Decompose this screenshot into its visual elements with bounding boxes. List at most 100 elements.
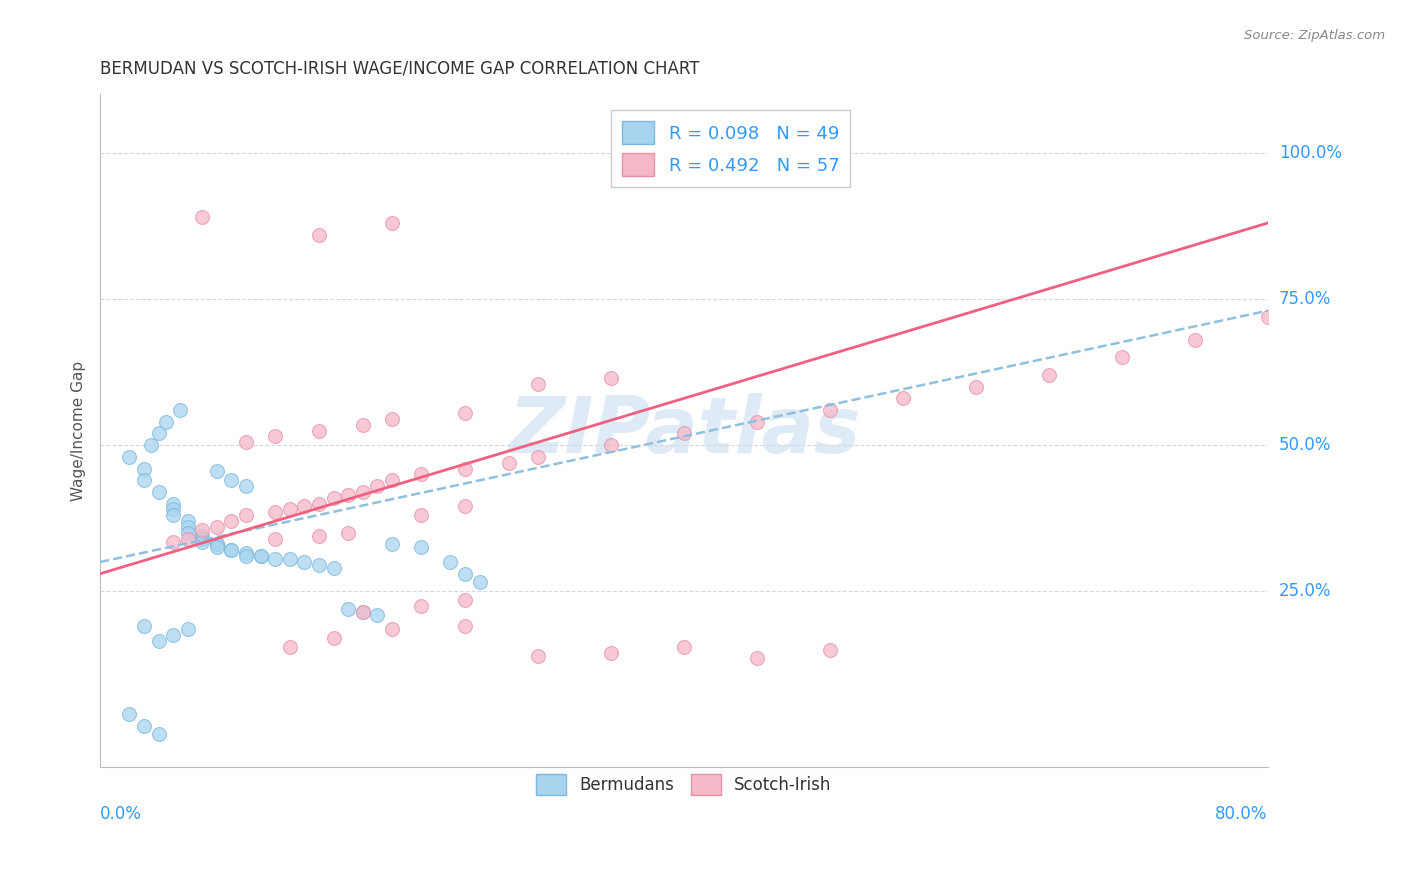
Point	[205, 537, 228, 551]
Point	[600, 646, 623, 660]
Point	[322, 631, 344, 645]
Point	[118, 706, 141, 721]
Point	[132, 473, 155, 487]
Point	[264, 532, 287, 546]
Point	[1184, 333, 1206, 347]
Text: 25.0%: 25.0%	[1279, 582, 1331, 600]
Point	[191, 534, 214, 549]
Point	[132, 719, 155, 733]
Point	[411, 541, 433, 555]
Point	[278, 502, 301, 516]
Point	[527, 648, 550, 663]
Point	[672, 426, 695, 441]
Point	[1111, 351, 1133, 365]
Point	[745, 651, 768, 665]
Point	[411, 599, 433, 613]
Text: 50.0%: 50.0%	[1279, 436, 1331, 454]
Point	[308, 529, 330, 543]
Point	[411, 467, 433, 482]
Point	[191, 532, 214, 546]
Point	[264, 552, 287, 566]
Point	[205, 541, 228, 555]
Point	[294, 500, 316, 514]
Point	[381, 216, 404, 230]
Point	[278, 552, 301, 566]
Point	[381, 473, 404, 487]
Point	[235, 549, 257, 564]
Point	[308, 558, 330, 572]
Point	[439, 555, 461, 569]
Point	[352, 605, 374, 619]
Point	[366, 479, 388, 493]
Point	[176, 525, 198, 540]
Point	[162, 534, 184, 549]
Point	[891, 392, 914, 406]
Point	[1257, 310, 1279, 324]
Point	[176, 622, 198, 636]
Text: Source: ZipAtlas.com: Source: ZipAtlas.com	[1244, 29, 1385, 42]
Point	[235, 435, 257, 450]
Point	[468, 575, 491, 590]
Point	[264, 505, 287, 519]
Point	[352, 605, 374, 619]
Point	[745, 415, 768, 429]
Point	[148, 727, 170, 741]
Point	[191, 529, 214, 543]
Point	[148, 634, 170, 648]
Point	[235, 479, 257, 493]
Point	[221, 543, 243, 558]
Point	[337, 601, 360, 615]
Point	[672, 640, 695, 654]
Point	[454, 619, 477, 633]
Point	[278, 640, 301, 654]
Point	[162, 497, 184, 511]
Point	[308, 424, 330, 438]
Point	[221, 473, 243, 487]
Legend: Bermudans, Scotch-Irish: Bermudans, Scotch-Irish	[530, 767, 838, 802]
Point	[132, 461, 155, 475]
Point	[191, 523, 214, 537]
Point	[249, 549, 271, 564]
Point	[1038, 368, 1060, 382]
Point	[454, 461, 477, 475]
Point	[249, 549, 271, 564]
Point	[322, 561, 344, 575]
Y-axis label: Wage/Income Gap: Wage/Income Gap	[72, 360, 86, 500]
Point	[176, 532, 198, 546]
Text: 75.0%: 75.0%	[1279, 290, 1331, 308]
Point	[191, 210, 214, 224]
Point	[352, 484, 374, 499]
Point	[235, 508, 257, 523]
Point	[337, 488, 360, 502]
Point	[381, 622, 404, 636]
Point	[600, 371, 623, 385]
Point	[294, 555, 316, 569]
Text: ZIPatlas: ZIPatlas	[508, 392, 860, 468]
Point	[498, 456, 520, 470]
Point	[308, 497, 330, 511]
Point	[176, 520, 198, 534]
Point	[454, 500, 477, 514]
Point	[965, 379, 987, 393]
Point	[118, 450, 141, 464]
Point	[527, 450, 550, 464]
Text: BERMUDAN VS SCOTCH-IRISH WAGE/INCOME GAP CORRELATION CHART: BERMUDAN VS SCOTCH-IRISH WAGE/INCOME GAP…	[100, 60, 700, 78]
Point	[141, 438, 163, 452]
Point	[454, 406, 477, 420]
Point	[235, 546, 257, 560]
Point	[221, 514, 243, 528]
Point	[308, 227, 330, 242]
Point	[818, 403, 841, 417]
Point	[600, 438, 623, 452]
Point	[221, 543, 243, 558]
Point	[411, 508, 433, 523]
Point	[155, 415, 177, 429]
Point	[169, 403, 191, 417]
Point	[205, 537, 228, 551]
Point	[337, 525, 360, 540]
Point	[381, 412, 404, 426]
Point	[527, 376, 550, 391]
Text: 100.0%: 100.0%	[1279, 144, 1341, 161]
Point	[162, 628, 184, 642]
Point	[162, 502, 184, 516]
